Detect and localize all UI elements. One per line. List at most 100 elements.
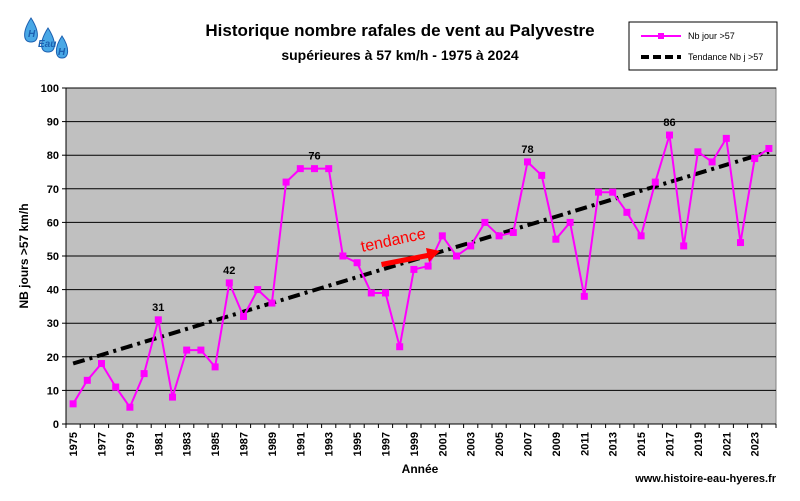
data-point (538, 171, 546, 179)
data-point (765, 144, 773, 152)
x-tick-label: 2019 (693, 432, 705, 456)
x-tick-label: 2013 (608, 432, 620, 456)
data-point (396, 343, 404, 351)
x-tick-label: 2015 (636, 432, 648, 456)
x-axis-ticks: 1975 1977 1979 1981 1983 1985 1987 1989 1991 1993… (65, 424, 777, 456)
data-point (694, 148, 702, 156)
x-tick-label: 1989 (267, 432, 279, 456)
chart-title: Historique nombre rafales de vent au Pal… (205, 21, 594, 40)
x-tick-label: 2009 (551, 432, 563, 456)
data-point (453, 252, 460, 260)
data-point (566, 218, 574, 226)
data-point (495, 232, 503, 240)
y-tick-label: 70 (47, 184, 59, 196)
x-tick-label: 2021 (721, 432, 733, 456)
data-label: 78 (521, 144, 533, 156)
data-point (140, 370, 148, 378)
data-point (112, 383, 120, 391)
y-tick-label: 50 (47, 251, 59, 263)
logo: H Eau H (24, 17, 69, 59)
data-point (254, 286, 262, 294)
y-tick-label: 40 (47, 285, 59, 297)
data-point (524, 158, 531, 166)
x-tick-label: 1983 (182, 432, 194, 456)
legend-box (628, 21, 778, 71)
x-tick-label: 2003 (466, 432, 478, 456)
data-point (353, 259, 361, 267)
data-point (296, 165, 304, 173)
data-point (69, 400, 77, 408)
legend: Nb jour >57 Tendance Nb j >57 (628, 21, 778, 71)
data-label: 86 (663, 117, 675, 129)
data-point (225, 279, 233, 287)
data-point (197, 346, 205, 354)
data-point (240, 312, 247, 320)
data-label: 42 (223, 265, 235, 277)
data-point (509, 228, 517, 236)
data-point (83, 376, 91, 384)
data-point (438, 232, 446, 240)
x-tick-label: 1987 (239, 432, 251, 456)
x-tick-label: 1977 (97, 432, 109, 456)
data-point (126, 403, 134, 411)
x-tick-label: 2005 (494, 432, 506, 456)
data-point (282, 178, 290, 186)
data-point (268, 299, 276, 307)
data-point (98, 360, 105, 368)
chart-subtitle: supérieures à 57 km/h - 1975 à 2024 (281, 47, 519, 63)
data-label: 31 (152, 302, 164, 314)
y-tick-label: 30 (47, 318, 59, 330)
y-tick-label: 10 (47, 385, 59, 397)
data-point (651, 178, 659, 186)
data-point (609, 188, 617, 196)
data-point (169, 393, 176, 401)
data-point (751, 155, 759, 163)
legend-label-trend: Tendance Nb j >57 (688, 52, 763, 62)
data-label: 76 (308, 151, 320, 163)
logo-letter-1: H (28, 29, 36, 40)
x-tick-label: 1999 (409, 432, 421, 456)
y-tick-label: 20 (47, 352, 59, 364)
x-tick-label: 1997 (381, 432, 393, 456)
series-points (69, 131, 773, 411)
y-tick-label: 60 (47, 217, 59, 229)
data-point (311, 165, 318, 173)
y-tick-label: 0 (53, 419, 59, 431)
x-tick-label: 1975 (68, 432, 80, 456)
y-axis-label: NB jours >57 km/h (17, 203, 31, 308)
x-tick-label: 2007 (523, 432, 535, 456)
data-point (382, 289, 389, 297)
x-tick-label: 1985 (210, 432, 222, 456)
point-labels: 31 42 76 78 86 (152, 117, 675, 314)
trend-line (72, 149, 770, 366)
data-point (367, 289, 375, 297)
data-point (708, 158, 716, 166)
data-point (467, 242, 475, 250)
legend-marker-series (658, 33, 664, 39)
data-point (722, 134, 730, 142)
data-point (339, 252, 347, 260)
logo-letter-3: H (58, 47, 66, 58)
data-point (580, 292, 588, 300)
data-point (666, 131, 673, 139)
y-tick-label: 90 (47, 117, 59, 129)
data-point (183, 346, 191, 354)
data-point (154, 316, 162, 324)
x-tick-label: 2001 (437, 432, 449, 456)
data-point (410, 265, 418, 273)
x-tick-label: 1995 (352, 432, 364, 456)
legend-label-series: Nb jour >57 (688, 31, 735, 41)
data-point (680, 242, 688, 250)
data-point (552, 235, 560, 243)
x-axis-label: Année (402, 462, 439, 476)
website-credit: www.histoire-eau-hyeres.fr (634, 473, 777, 485)
trend-arrow-icon (381, 248, 440, 267)
y-tick-label: 80 (47, 150, 59, 162)
data-point (737, 239, 744, 247)
data-point (424, 262, 432, 270)
data-point (623, 208, 631, 216)
logo-letter-2: Eau (38, 39, 56, 50)
data-point (595, 188, 602, 196)
data-point (211, 363, 219, 371)
